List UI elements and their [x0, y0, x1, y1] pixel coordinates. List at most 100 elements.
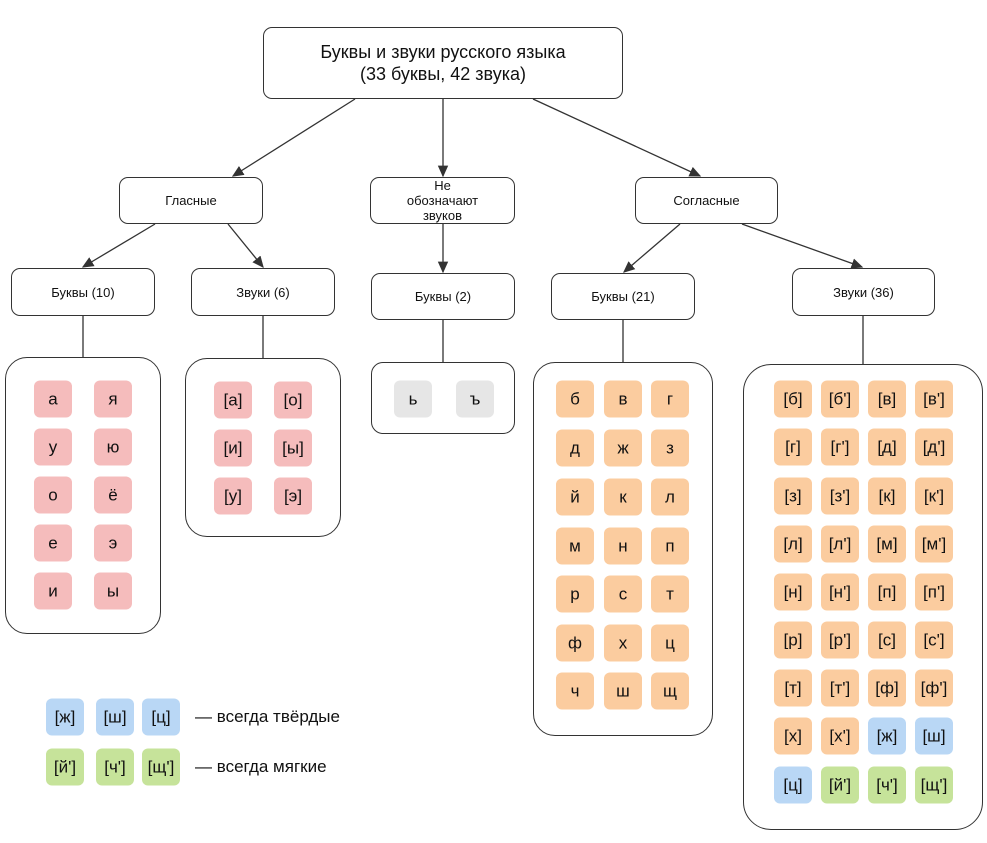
consonant-sound-tile: [т] — [774, 669, 812, 707]
consonant-letter-tile: т — [651, 575, 689, 613]
consonant-sound-tile: [ц] — [774, 766, 812, 804]
consonant-sound-tile: [з'] — [821, 477, 859, 515]
consonant-sound-tile: [ф'] — [915, 669, 953, 707]
consonant-sound-tile: [н] — [774, 573, 812, 611]
consonant-sound-tile: [в] — [868, 380, 906, 418]
consonant-sound-tile: [б'] — [821, 380, 859, 418]
vowel-sound-tile: [э] — [274, 477, 312, 515]
consonant-letter-tile: к — [604, 478, 642, 516]
silent-letters-node: Буквы (2) — [371, 273, 515, 320]
consonant-letter-tile: п — [651, 527, 689, 565]
consonant-letter-tile: с — [604, 575, 642, 613]
consonant-sound-tile: [с] — [868, 621, 906, 659]
legend-hard-tile: [ш] — [96, 698, 134, 736]
consonant-sound-tile: [м] — [868, 525, 906, 563]
vowel-sound-tile: [а] — [214, 381, 252, 419]
legend-soft-tile: [щ'] — [142, 748, 180, 786]
silent-node: Не обозначают звуков — [370, 177, 515, 224]
consonant-letter-tile: ж — [604, 429, 642, 467]
arrow-vowels-letters — [81, 223, 156, 268]
consonant-letter-tile: г — [651, 380, 689, 418]
consonant-letter-tile: б — [556, 380, 594, 418]
legend-soft-tile: [ч'] — [96, 748, 134, 786]
consonant-sound-tile: [р] — [774, 621, 812, 659]
vowel-letter-tile: ю — [94, 428, 132, 466]
consonant-sounds-node: Звуки (36) — [792, 268, 935, 316]
consonant-sound-tile: [з] — [774, 477, 812, 515]
consonant-letter-tile: ш — [604, 672, 642, 710]
vowel-letter-tile: ы — [94, 572, 132, 610]
consonant-sound-tile: [т'] — [821, 669, 859, 707]
vowel-letter-tile: и — [34, 572, 72, 610]
consonant-sound-tile: [н'] — [821, 573, 859, 611]
root-title: Буквы и звуки русского языка — [320, 42, 566, 62]
vowels-node: Гласные — [119, 177, 263, 224]
arrow-vowels-sounds — [227, 223, 264, 269]
vowel-letter-tile: у — [34, 428, 72, 466]
consonant-letter-tile: х — [604, 624, 642, 662]
consonant-sound-tile: [к'] — [915, 477, 953, 515]
root-subtitle: (33 буквы, 42 звука) — [359, 64, 526, 84]
consonant-sound-tile: [с'] — [915, 621, 953, 659]
vowel-letter-tile: э — [94, 524, 132, 562]
legend-soft-tile: [й'] — [46, 748, 84, 786]
consonant-sound-tile: [ш] — [915, 717, 953, 755]
consonant-sound-tile: [в'] — [915, 380, 953, 418]
vowel-letter-tile: ё — [94, 476, 132, 514]
vowel-sound-tile: [ы] — [274, 429, 312, 467]
consonant-sound-tile: [п'] — [915, 573, 953, 611]
vowel-sound-tile: [у] — [214, 477, 252, 515]
consonant-letters-node: Буквы (21) — [551, 273, 695, 320]
arrow-consonants-letters — [623, 223, 681, 273]
legend-soft-label: — всегда мягкие — [195, 757, 327, 776]
consonant-sound-tile: [ф] — [868, 669, 906, 707]
consonant-sound-tile: [р'] — [821, 621, 859, 659]
consonant-sound-tile: [д'] — [915, 428, 953, 466]
vowel-letter-tile: о — [34, 476, 72, 514]
consonant-sound-tile: [г] — [774, 428, 812, 466]
root-node: Буквы и звуки русского языка (33 буквы, 4… — [263, 27, 623, 99]
consonant-sound-tile: [й'] — [821, 766, 859, 804]
consonant-letter-tile: м — [556, 527, 594, 565]
consonant-letter-tile: щ — [651, 672, 689, 710]
arrow-root-consonants — [532, 98, 702, 177]
consonant-letter-tile: л — [651, 478, 689, 516]
consonant-letter-tile: ц — [651, 624, 689, 662]
vowel-sound-tile: [и] — [214, 429, 252, 467]
consonant-sound-tile: [м'] — [915, 525, 953, 563]
silent-letter-tile: ь — [394, 380, 432, 418]
consonant-letter-tile: ф — [556, 624, 594, 662]
consonant-letter-tile: ч — [556, 672, 594, 710]
vowel-sound-tile: [о] — [274, 381, 312, 419]
vowel-letter-tile: е — [34, 524, 72, 562]
consonant-letter-tile: р — [556, 575, 594, 613]
consonant-sound-tile: [г'] — [821, 428, 859, 466]
consonant-sound-tile: [л] — [774, 525, 812, 563]
vowel-letter-tile: я — [94, 380, 132, 418]
arrow-root-vowels — [231, 98, 356, 177]
legend-hard-tile: [ж] — [46, 698, 84, 736]
consonant-letter-tile: з — [651, 429, 689, 467]
vowel-letters-group — [5, 357, 161, 634]
vowel-sounds-group — [185, 358, 341, 537]
consonant-sound-tile: [ч'] — [868, 766, 906, 804]
vowel-letters-node: Буквы (10) — [11, 268, 155, 316]
consonant-letter-tile: д — [556, 429, 594, 467]
consonant-sound-tile: [х] — [774, 717, 812, 755]
consonant-sound-tile: [б] — [774, 380, 812, 418]
legend-hard-tile: [ц] — [142, 698, 180, 736]
consonants-node: Согласные — [635, 177, 778, 224]
vowel-sounds-node: Звуки (6) — [191, 268, 335, 316]
consonant-sound-tile: [щ'] — [915, 766, 953, 804]
consonant-sound-tile: [п] — [868, 573, 906, 611]
consonant-letter-tile: в — [604, 380, 642, 418]
silent-letter-tile: ъ — [456, 380, 494, 418]
arrow-consonants-sounds — [741, 223, 864, 269]
consonant-letter-tile: н — [604, 527, 642, 565]
consonant-sound-tile: [д] — [868, 428, 906, 466]
consonant-sound-tile: [ж] — [868, 717, 906, 755]
consonant-sound-tile: [л'] — [821, 525, 859, 563]
consonant-sound-tile: [х'] — [821, 717, 859, 755]
